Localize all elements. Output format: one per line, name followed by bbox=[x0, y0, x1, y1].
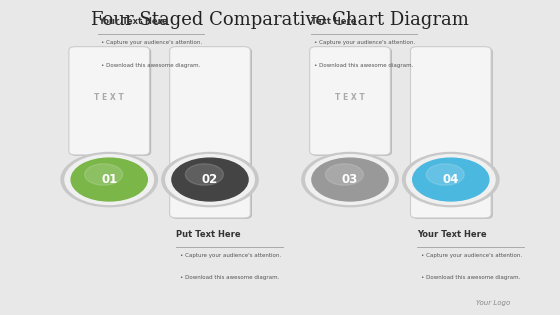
Circle shape bbox=[403, 152, 499, 207]
Text: • Capture your audience's attention.: • Capture your audience's attention. bbox=[314, 40, 416, 45]
Circle shape bbox=[325, 164, 363, 185]
Text: Your Text Here: Your Text Here bbox=[98, 17, 167, 26]
Circle shape bbox=[71, 158, 147, 201]
Circle shape bbox=[61, 152, 157, 207]
FancyBboxPatch shape bbox=[171, 48, 252, 219]
Circle shape bbox=[185, 164, 223, 185]
Circle shape bbox=[312, 158, 388, 201]
Text: T E X T: T E X T bbox=[335, 93, 365, 102]
Text: T E X T: T E X T bbox=[195, 153, 225, 162]
Text: T E X T: T E X T bbox=[94, 93, 124, 102]
Text: • Download this awesome diagram.: • Download this awesome diagram. bbox=[180, 275, 279, 280]
FancyBboxPatch shape bbox=[412, 48, 493, 219]
Text: • Capture your audience's attention.: • Capture your audience's attention. bbox=[180, 253, 281, 258]
Text: Your Logo: Your Logo bbox=[475, 300, 510, 306]
Circle shape bbox=[426, 164, 464, 185]
Circle shape bbox=[302, 152, 398, 207]
Text: 03: 03 bbox=[342, 173, 358, 186]
Circle shape bbox=[85, 164, 123, 185]
Circle shape bbox=[413, 158, 489, 201]
Circle shape bbox=[162, 152, 258, 207]
Circle shape bbox=[166, 155, 254, 204]
FancyBboxPatch shape bbox=[410, 47, 491, 218]
Text: Text Here: Text Here bbox=[311, 17, 356, 26]
Text: 01: 01 bbox=[101, 173, 118, 186]
Text: Put Text Here: Put Text Here bbox=[176, 230, 241, 239]
Circle shape bbox=[306, 155, 394, 204]
FancyBboxPatch shape bbox=[69, 47, 150, 155]
Text: • Capture your audience's attention.: • Capture your audience's attention. bbox=[421, 253, 522, 258]
Circle shape bbox=[172, 158, 248, 201]
Text: Four Staged Comparative Chart Diagram: Four Staged Comparative Chart Diagram bbox=[91, 11, 469, 29]
FancyBboxPatch shape bbox=[311, 48, 392, 156]
Circle shape bbox=[65, 155, 153, 204]
Text: Your Text Here: Your Text Here bbox=[417, 230, 487, 239]
FancyBboxPatch shape bbox=[310, 47, 390, 155]
Text: • Download this awesome diagram.: • Download this awesome diagram. bbox=[421, 275, 520, 280]
Text: 04: 04 bbox=[442, 173, 459, 186]
Text: T E X T: T E X T bbox=[436, 153, 466, 162]
Circle shape bbox=[407, 155, 495, 204]
FancyBboxPatch shape bbox=[71, 48, 151, 156]
Text: • Download this awesome diagram.: • Download this awesome diagram. bbox=[314, 63, 413, 68]
Text: 02: 02 bbox=[202, 173, 218, 186]
FancyBboxPatch shape bbox=[170, 47, 250, 218]
Text: • Capture your audience's attention.: • Capture your audience's attention. bbox=[101, 40, 203, 45]
Text: • Download this awesome diagram.: • Download this awesome diagram. bbox=[101, 63, 200, 68]
